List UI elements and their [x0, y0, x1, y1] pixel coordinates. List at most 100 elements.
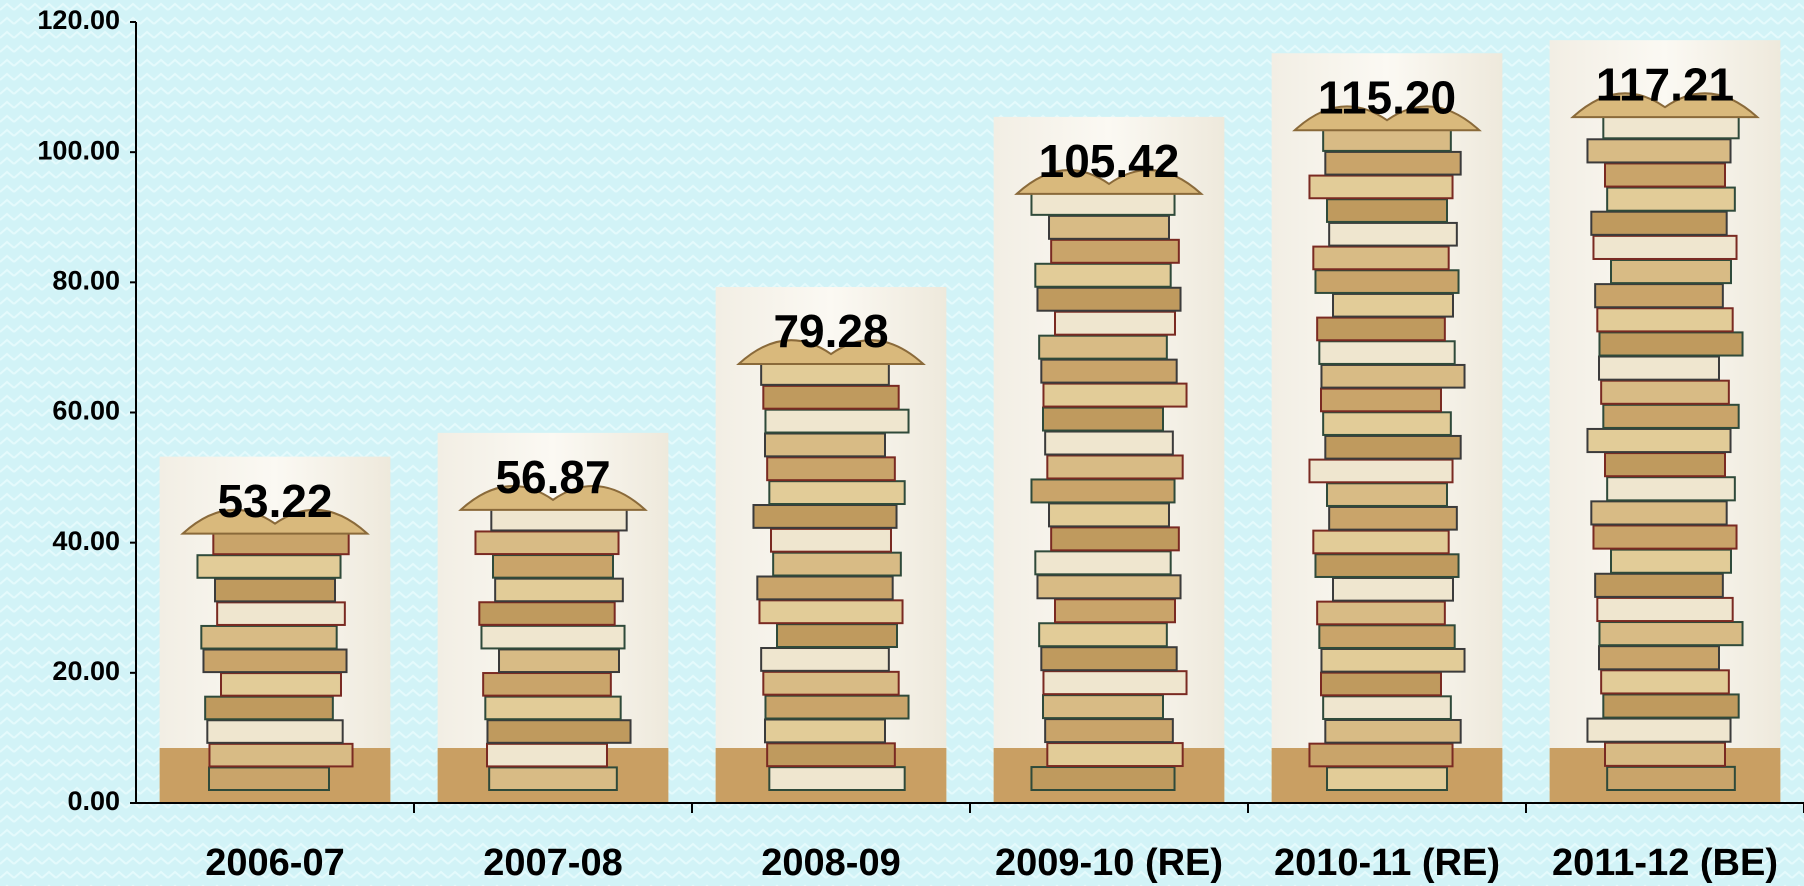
book	[1314, 553, 1460, 578]
book	[486, 719, 632, 744]
book	[766, 456, 896, 482]
book	[1318, 624, 1456, 649]
book	[764, 408, 910, 434]
book	[1598, 621, 1744, 647]
book	[1030, 766, 1176, 791]
book	[202, 648, 348, 674]
book	[1324, 718, 1462, 744]
book	[1332, 576, 1454, 602]
book	[1598, 331, 1744, 357]
book	[764, 432, 886, 458]
book	[1596, 596, 1734, 623]
value-label: 53.22	[217, 475, 332, 527]
x-tick-label: 2010-11 (RE)	[1274, 842, 1500, 884]
open-book	[1014, 169, 1204, 195]
book	[1030, 478, 1176, 504]
book	[1586, 427, 1732, 454]
book	[1042, 670, 1188, 696]
book	[200, 624, 338, 650]
book	[1316, 316, 1446, 342]
book	[756, 575, 894, 601]
book	[1320, 647, 1466, 673]
x-tick-label: 2009-10 (RE)	[995, 842, 1223, 884]
book	[1332, 292, 1454, 318]
book	[1050, 238, 1180, 264]
book	[1320, 671, 1442, 697]
open-book	[736, 339, 926, 366]
book	[762, 670, 900, 696]
book	[1590, 500, 1728, 526]
book	[768, 766, 906, 791]
book	[1326, 482, 1448, 507]
book	[758, 599, 904, 625]
book	[1610, 258, 1732, 285]
y-tick-label: 100.00	[37, 135, 120, 165]
book	[772, 551, 902, 577]
book	[216, 601, 346, 626]
book	[208, 742, 354, 768]
open-book	[1570, 92, 1760, 119]
book	[1598, 355, 1720, 381]
book	[1054, 310, 1176, 336]
book	[204, 695, 334, 721]
book	[1314, 269, 1460, 294]
book	[196, 554, 342, 579]
book	[1592, 234, 1738, 260]
book	[1602, 403, 1740, 429]
book	[760, 647, 890, 672]
book	[1600, 379, 1730, 405]
book	[1606, 765, 1736, 791]
book	[752, 504, 898, 529]
book	[766, 742, 896, 768]
book	[1596, 307, 1734, 333]
value-label: 105.42	[1039, 135, 1180, 187]
book	[498, 648, 620, 674]
book	[1042, 382, 1188, 408]
x-tick-label: 2006-07	[205, 842, 344, 884]
book	[1042, 694, 1164, 720]
book	[1610, 548, 1732, 574]
book	[220, 672, 342, 697]
book	[1606, 476, 1736, 502]
book	[1328, 505, 1458, 531]
book	[770, 527, 892, 553]
book	[1324, 434, 1462, 460]
y-tick-label: 20.00	[52, 656, 120, 686]
book	[1328, 221, 1458, 247]
book	[760, 361, 890, 386]
book	[1312, 245, 1450, 271]
book	[480, 624, 626, 650]
book	[1324, 150, 1462, 176]
book	[484, 695, 622, 721]
book	[1604, 741, 1726, 767]
book	[1036, 286, 1182, 312]
y-tick-label: 80.00	[52, 265, 120, 295]
book	[212, 530, 350, 556]
book	[1308, 458, 1454, 484]
book	[1048, 214, 1170, 240]
book	[1604, 452, 1726, 478]
book	[1602, 114, 1740, 140]
book	[1046, 454, 1184, 480]
book	[1326, 766, 1448, 792]
book	[1030, 190, 1176, 216]
book	[1320, 363, 1466, 389]
book	[762, 384, 900, 410]
value-label: 117.21	[1596, 58, 1734, 110]
value-label: 115.20	[1318, 71, 1456, 123]
book	[492, 554, 614, 579]
book	[1048, 502, 1170, 528]
book	[1044, 430, 1174, 456]
value-label: 56.87	[495, 451, 610, 503]
book	[1308, 742, 1454, 768]
value-label: 79.28	[773, 305, 888, 357]
book	[1038, 334, 1168, 360]
book	[1322, 411, 1452, 436]
plot-area	[159, 40, 1781, 804]
open-book	[1292, 105, 1482, 132]
book	[1308, 174, 1454, 200]
x-tick-label: 2011-12 (BE)	[1552, 842, 1778, 884]
book	[1590, 210, 1728, 236]
book	[474, 530, 620, 556]
